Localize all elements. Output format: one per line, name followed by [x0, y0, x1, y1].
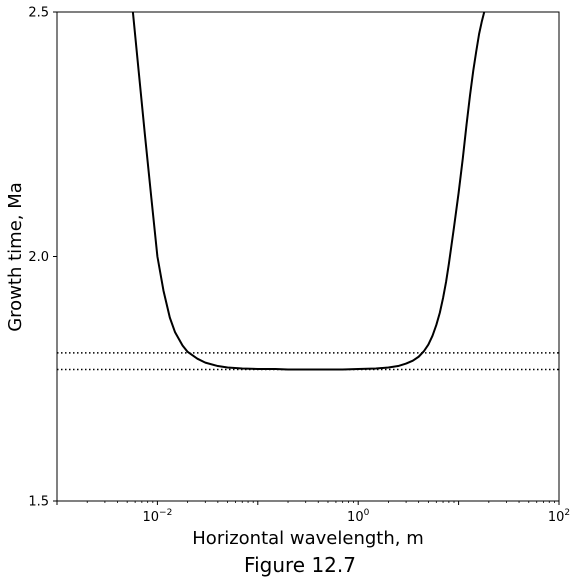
y-axis-ticks: 1.5 2.0 2.5: [28, 6, 57, 510]
plot-frame: [56, 11, 560, 502]
x-axis-label: Horizontal wavelength, m: [192, 528, 423, 549]
x-tick-label: 100: [347, 508, 370, 525]
series-layer: [131, 12, 486, 371]
reference-lines: [57, 352, 559, 371]
y-axis-label: Growth time, Ma: [5, 182, 26, 332]
x-tick-label: 10−2: [142, 508, 172, 525]
y-tick-label: 2.0: [28, 250, 49, 265]
x-axis-ticks: 10−2 100 102: [56, 501, 570, 525]
y-tick-label: 2.5: [28, 6, 49, 21]
y-tick-label: 1.5: [28, 495, 49, 510]
figure-caption: Figure 12.7: [244, 553, 356, 577]
x-tick-label: 102: [548, 508, 570, 525]
series-line-1: [131, 12, 486, 371]
